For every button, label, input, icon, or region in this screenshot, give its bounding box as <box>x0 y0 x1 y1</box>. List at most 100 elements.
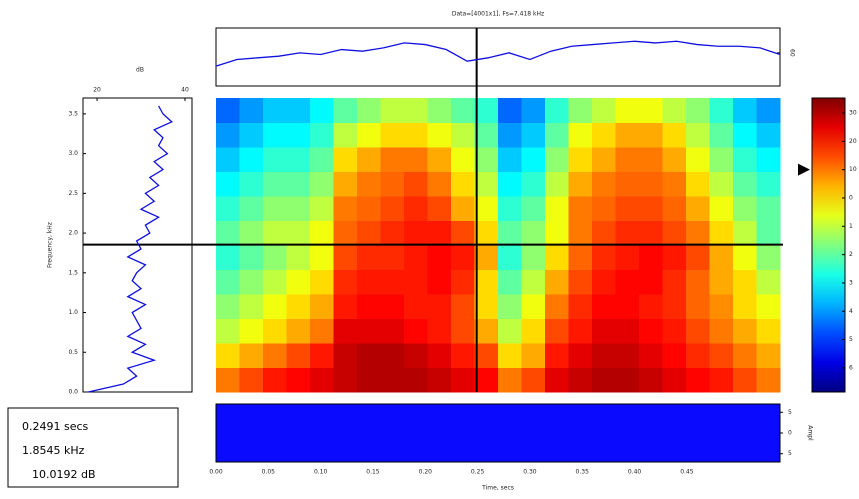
spectrogram-cell <box>733 147 757 172</box>
spectrogram-cell <box>498 367 522 393</box>
spectrogram-cell <box>427 367 452 393</box>
spectrogram-cell <box>521 122 546 148</box>
colorbar-tick-label: 10 <box>849 166 857 173</box>
spectrogram-cell <box>216 196 240 221</box>
spectrogram-cell <box>357 343 381 368</box>
colorbar-tick-label: 5 <box>849 336 853 343</box>
spectrogram-cell <box>263 245 287 270</box>
spectrogram-cell <box>521 171 546 197</box>
spectrogram-cell <box>662 294 687 319</box>
spectrogram-cell <box>521 196 546 221</box>
spectrogram-cell <box>333 269 358 295</box>
spectrogram-cell <box>286 98 311 123</box>
spectrogram-cell <box>592 245 616 270</box>
colorbar-tick-label: 2 <box>849 251 853 258</box>
title: Data=[4001x1], Fs=7.418 kHz <box>452 11 544 18</box>
spectrogram-cell <box>310 245 334 270</box>
colorbar-tick-label: 0 <box>849 194 853 201</box>
spectrogram-cell <box>286 245 311 270</box>
spectrum-frame <box>82 97 193 393</box>
spectrogram-cell <box>733 343 757 368</box>
spectrogram-cell <box>263 98 287 123</box>
readout-box <box>7 407 179 488</box>
spectrogram-cell <box>310 122 334 148</box>
spectrogram-cell <box>427 220 452 246</box>
spectrogram-cell <box>686 245 710 270</box>
spectrogram-cell <box>662 196 687 221</box>
x-tick-label: 0.20 <box>419 469 433 476</box>
spectrogram-cell <box>427 98 452 123</box>
spectrogram-cell <box>756 122 781 148</box>
spectrogram-cell <box>662 343 687 368</box>
spectrogram-cell <box>709 343 734 368</box>
spectrogram-cell <box>733 122 757 148</box>
y-tick-label: 0.5 <box>68 349 78 356</box>
spectrogram-cell <box>545 196 569 221</box>
spectrogram-cell <box>263 318 287 344</box>
spectrogram-cell <box>333 196 358 221</box>
spectrogram-cell <box>615 343 640 368</box>
spectrogram-cell <box>733 220 757 246</box>
colorbar <box>811 97 846 393</box>
spectrogram-cell <box>521 245 546 270</box>
spectrogram-cell <box>521 269 546 295</box>
spectrogram-cell <box>380 98 405 123</box>
x-tick-label: 20 <box>93 87 101 94</box>
spectrogram-cell <box>639 269 663 295</box>
colorbar-tick-label: 1 <box>849 223 853 230</box>
spectrogram-cell <box>592 122 616 148</box>
spectrum-line <box>88 105 173 393</box>
spectrogram-cell <box>686 171 710 197</box>
spectrogram-cell <box>545 220 569 246</box>
spectrogram-cell <box>733 98 757 123</box>
spectrogram-cell <box>615 269 640 295</box>
spectrogram-cell <box>498 294 522 319</box>
spectrogram-cell <box>239 367 264 393</box>
spectrogram-cell <box>451 294 475 319</box>
y-axis-label: Frequency, kHz <box>47 222 54 268</box>
spectrogram-cell <box>286 122 311 148</box>
spectrogram-cell <box>357 122 381 148</box>
spectrogram-cell <box>709 294 734 319</box>
x-tick-label: 0.05 <box>262 469 276 476</box>
spectrogram-cell <box>357 147 381 172</box>
spectrogram-cell <box>451 318 475 344</box>
spectrogram-cell <box>263 269 287 295</box>
spectrogram-cell <box>756 294 781 319</box>
spectrogram-cell <box>545 171 569 197</box>
spectrogram-cell <box>404 196 428 221</box>
spectrogram-cell <box>333 343 358 368</box>
spectrogram-cell <box>286 171 311 197</box>
spectrogram-cell <box>498 147 522 172</box>
spectrogram-cell <box>498 318 522 344</box>
spectrogram-cell <box>380 269 405 295</box>
readout-freq: 1.8545 kHz <box>22 444 85 457</box>
spectrogram-cell <box>380 220 405 246</box>
spectrogram-cell <box>545 343 569 368</box>
spectrogram-cell <box>568 294 593 319</box>
spectrogram-cell <box>686 294 710 319</box>
spectrogram-cell <box>286 294 311 319</box>
colorbar-tick-label: 3 <box>849 279 853 286</box>
spectrogram-cell <box>380 367 405 393</box>
spectrogram-cell <box>733 196 757 221</box>
spectrogram-cell <box>239 245 264 270</box>
spectrogram-cell <box>615 245 640 270</box>
x-tick-label: 0.45 <box>680 469 694 476</box>
spectrogram-cell <box>380 122 405 148</box>
db-marker <box>798 163 810 176</box>
x-tick-label: 0.25 <box>471 469 485 476</box>
spectrogram-cell <box>686 147 710 172</box>
spectrogram-cell <box>568 318 593 344</box>
spectrogram-cell <box>286 367 311 393</box>
spectrogram-cell <box>380 171 405 197</box>
spectrogram-cell <box>474 98 499 123</box>
spectrogram-cell <box>404 147 428 172</box>
spectrogram-cell <box>474 367 499 393</box>
spectrogram-cell <box>615 147 640 172</box>
x-axis-label: Time, secs <box>481 485 514 492</box>
spectrogram-cell <box>427 294 452 319</box>
spectrogram-cell <box>756 171 781 197</box>
spectrogram-cell <box>380 294 405 319</box>
spectrogram-cell <box>263 122 287 148</box>
